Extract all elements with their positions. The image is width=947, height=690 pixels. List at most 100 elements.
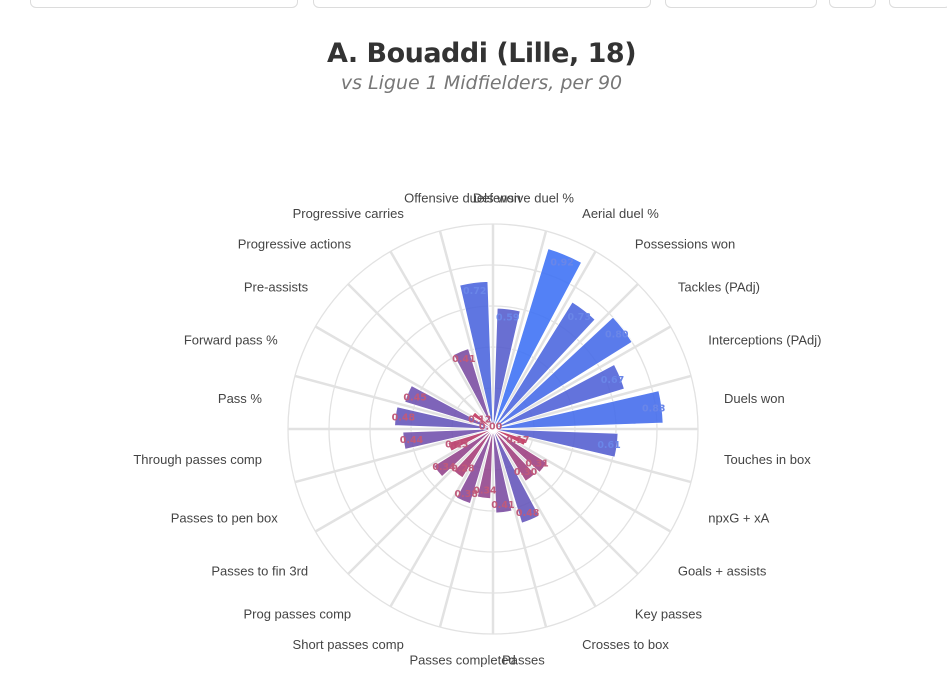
value-label: 0.44: [400, 435, 424, 446]
value-label: 0.41: [452, 354, 475, 365]
chart-bars: [394, 248, 664, 524]
chart-value-labels: 0.59 0.92 0.73 0.80 0.67 0.83 0.61 0.17 0.310.30…: [392, 258, 666, 519]
category-label: Short passes comp: [293, 637, 404, 652]
category-label: Offensive duels won: [404, 190, 521, 205]
value-label: 0.48: [392, 413, 416, 424]
bar-duels-won: [492, 390, 664, 430]
bar-defensive-duel: [492, 307, 521, 430]
bar-npxg-xa: [492, 428, 527, 446]
bar-passes-to-fin-3rd: [433, 428, 494, 478]
category-label: Tackles (PAdj): [678, 280, 760, 295]
bar-tackles-padj: [492, 316, 633, 430]
category-label: npxG + xA: [708, 511, 769, 526]
value-label: 0.31: [525, 458, 548, 469]
grid-spoke: [347, 428, 494, 575]
chart-subtitle: vs Ligue 1 Midfielders, per 90: [340, 72, 623, 94]
grid-spoke: [294, 427, 494, 484]
category-label: Passes to pen box: [171, 511, 278, 526]
grid-spoke: [492, 283, 639, 430]
toolbar-control[interactable]: [889, 0, 947, 8]
chart-category-labels: Defensive duel % Aerial duel % Possessions…: [133, 190, 821, 667]
bar-aerial-duel: [492, 248, 583, 430]
grid-spoke: [347, 283, 494, 430]
grid-spoke: [389, 428, 495, 608]
value-label: 0.23: [445, 439, 468, 450]
category-label: Progressive actions: [238, 237, 352, 252]
grid-spoke: [389, 250, 495, 430]
bar-forward-pass: [404, 385, 494, 430]
category-label: Crosses to box: [582, 637, 669, 652]
toolbar-control[interactable]: [665, 0, 817, 8]
grid-spoke: [438, 428, 495, 628]
grid-spoke: [491, 428, 548, 628]
chart-title: A. Bouaddi (Lille, 18): [326, 38, 637, 69]
value-label: 0.34: [432, 462, 456, 473]
value-label: 0.92: [550, 258, 573, 269]
top-toolbar: [0, 0, 947, 8]
value-label: 0.41: [491, 500, 514, 511]
bar-pre-assists: [471, 411, 494, 430]
grid-spoke: [314, 427, 494, 533]
bar-goals-assists: [492, 428, 548, 473]
category-label: Passes to fin 3rd: [211, 563, 308, 578]
category-label: Passes: [502, 653, 545, 668]
category-label: Forward pass %: [184, 332, 278, 347]
grid-spoke: [438, 230, 495, 430]
category-label: Possessions won: [635, 237, 735, 252]
bar-progressive-carries: [453, 348, 494, 430]
bar-passes: [492, 428, 513, 514]
category-label: Duels won: [724, 391, 785, 406]
bar-through-passes-comp: [402, 428, 494, 450]
value-label: 0.61: [597, 440, 620, 451]
value-label: 0.59: [496, 313, 519, 324]
grid-spoke: [492, 427, 672, 533]
chart-grid: [287, 223, 699, 635]
grid-spoke: [491, 230, 548, 430]
category-label: Key passes: [635, 606, 703, 621]
value-label: 0.30: [514, 467, 538, 478]
value-label: 0.45: [403, 392, 426, 403]
value-label: 0.38: [455, 489, 479, 500]
value-label: 0.83: [642, 403, 665, 414]
category-label: Touches in box: [724, 452, 811, 467]
value-label: 0.48: [516, 508, 540, 519]
category-label: Defensive duel %: [473, 190, 575, 205]
bar-interceptions-padj: [492, 363, 625, 430]
category-label: Passes completed: [409, 653, 515, 668]
category-label: Progressive carries: [293, 206, 405, 221]
category-label: Pass %: [218, 391, 263, 406]
toolbar-control[interactable]: [829, 0, 876, 8]
grid-spoke: [492, 325, 672, 431]
value-label: 0.73: [568, 312, 591, 323]
category-label: Prog passes comp: [243, 606, 351, 621]
bar-touches-in-box: [492, 428, 619, 458]
grid-spoke: [294, 374, 494, 431]
bar-possessions-won: [492, 301, 596, 430]
toolbar-control[interactable]: [313, 0, 651, 8]
value-label: 0.34: [473, 486, 497, 497]
value-label: 0.17: [506, 435, 529, 446]
grid-spoke: [492, 428, 639, 575]
bar-pass: [394, 406, 494, 430]
bar-short-passes-comp: [455, 428, 494, 504]
bar-passes-to-pen-box: [447, 428, 494, 452]
bar-prog-passes-comp: [453, 428, 494, 479]
toolbar-control[interactable]: [30, 0, 298, 8]
category-label: Pre-assists: [244, 280, 309, 295]
value-label: 0.12: [468, 414, 491, 425]
bar-key-passes: [492, 428, 536, 482]
grid-spoke: [491, 250, 597, 430]
value-label: 0.80: [605, 330, 629, 341]
grid-spoke: [314, 325, 494, 431]
bar-crosses-to-box: [492, 428, 540, 524]
bar-offensive-duels-won: [459, 281, 494, 430]
category-label: Goals + assists: [678, 563, 767, 578]
category-label: Through passes comp: [133, 452, 262, 467]
value-label: 0.28: [451, 464, 475, 475]
grid-spoke: [491, 428, 597, 608]
value-label: 0.72: [463, 286, 486, 297]
grid-spoke: [492, 427, 692, 484]
category-label: Interceptions (PAdj): [708, 332, 821, 347]
value-label: 0.67: [601, 375, 624, 386]
